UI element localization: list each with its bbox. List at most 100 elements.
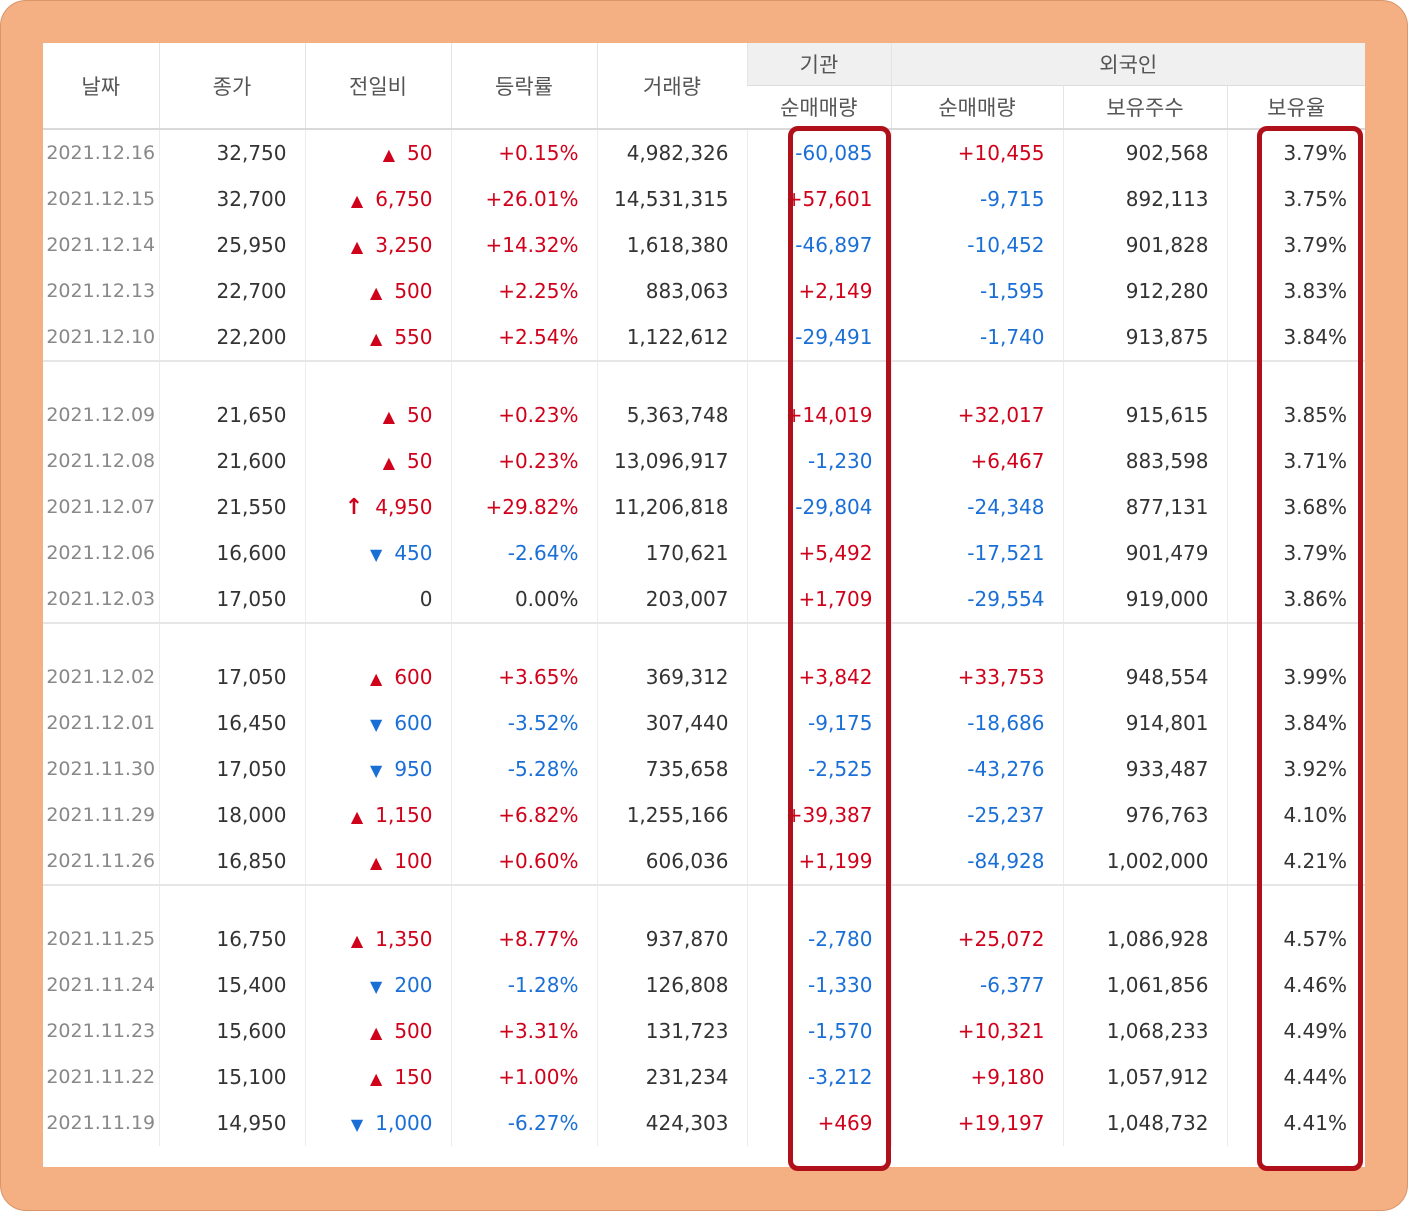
- table-row[interactable]: 2021.11.25 16,750 ▲ 1,350 +8.77% 937,870 -2,78…: [43, 916, 1365, 962]
- cell-date: 2021.11.19: [46, 1112, 156, 1134]
- table-row[interactable]: 2021.11.24 15,400 ▼ 200 -1.28% 126,808 -1,330-…: [43, 962, 1365, 1008]
- cell-rate: +2.25%: [450, 268, 597, 314]
- cell-foreign: -18,686: [890, 700, 1063, 746]
- cell-foreign: -6,377: [890, 962, 1063, 1008]
- cell-date: 2021.12.07: [46, 496, 156, 518]
- change-value: 600: [394, 665, 433, 689]
- cell-inst: +469: [746, 1100, 891, 1146]
- table-row[interactable]: 2021.11.19 14,950 ▼ 1,000 -6.27% 424,303 +469 +…: [43, 1100, 1365, 1146]
- table-row[interactable]: 2021.12.03 17,050 0 0.00% 203,007 +1,709 -29,5…: [43, 576, 1365, 624]
- cell-ratio: 4.41%: [1226, 1100, 1365, 1146]
- group-spacer: [43, 885, 1365, 916]
- table-row[interactable]: 2021.12.02 17,050 ▲ 600 +3.65% 369,312 +3,842 +…: [43, 654, 1365, 700]
- daily-trading-table: 날짜 종가 전일비 등락률 거래량 기관 외국인 순매매량 순매매량 보유주수 …: [43, 43, 1365, 1146]
- header-date[interactable]: 날짜: [43, 43, 159, 130]
- cell-hold: 1,061,856: [1062, 962, 1227, 1008]
- spacer-cell: [43, 885, 159, 916]
- cell-change: ▲ 50: [304, 438, 451, 484]
- table-row[interactable]: 2021.12.06 16,600 ▼ 450 -2.64% 170,621 +5,492-…: [43, 530, 1365, 576]
- spacer-cell: [890, 361, 1063, 392]
- cell-rate: +26.01%: [450, 176, 597, 222]
- cell-inst: -2,525: [746, 746, 891, 792]
- cell-change: ▲ 500: [304, 268, 451, 314]
- table-row[interactable]: 2021.12.08 21,600 ▲ 50 +0.23% 13,096,917 -1,23…: [43, 438, 1365, 484]
- up-triangle-icon: ▲: [382, 145, 396, 164]
- cell-rate: +6.82%: [450, 792, 597, 838]
- cell-rate: -1.28%: [450, 962, 597, 1008]
- table-row[interactable]: 2021.12.14 25,950 ▲ 3,250 +14.32% 1,618,380 -4…: [43, 222, 1365, 268]
- spacer-cell: [1226, 361, 1365, 392]
- cell-close: 32,750: [158, 129, 305, 176]
- table-row[interactable]: 2021.12.09 21,650 ▲ 50 +0.23% 5,363,748 +14,01…: [43, 392, 1365, 438]
- change-value: 500: [394, 279, 433, 303]
- cell-inst: -29,804: [746, 484, 891, 530]
- cell-foreign: +19,197: [890, 1100, 1063, 1146]
- cell-close: 16,750: [158, 916, 305, 962]
- spacer-cell: [1062, 361, 1227, 392]
- cell-hold: 912,280: [1062, 268, 1227, 314]
- cell-date: 2021.11.30: [46, 758, 156, 780]
- cell-rate: +0.60%: [450, 838, 597, 886]
- cell-foreign: +9,180: [890, 1054, 1063, 1100]
- up-triangle-icon: ▲: [382, 407, 396, 426]
- cell-date: 2021.12.06: [46, 542, 156, 564]
- spacer-cell: [450, 623, 597, 654]
- table-row[interactable]: 2021.12.10 22,200 ▲ 550 +2.54% 1,122,612 -29,4…: [43, 314, 1365, 362]
- table-row[interactable]: 2021.12.16 32,750 ▲ 50 +0.15% 4,982,326 -60,08…: [43, 129, 1365, 176]
- cell-volume: 13,096,917: [596, 438, 747, 484]
- cell-change: 0: [304, 576, 451, 624]
- header-hold-ratio[interactable]: 보유율: [1226, 85, 1365, 130]
- cell-rate: +29.82%: [450, 484, 597, 530]
- cell-inst: +39,387: [746, 792, 891, 838]
- table-row[interactable]: 2021.12.13 22,700 ▲ 500 +2.25% 883,063 +2,149-…: [43, 268, 1365, 314]
- table-row[interactable]: 2021.11.26 16,850 ▲ 100 +0.60% 606,036 +1,199-…: [43, 838, 1365, 886]
- table-row[interactable]: 2021.11.22 15,100 ▲ 150 +1.00% 231,234 -3,212 +…: [43, 1054, 1365, 1100]
- header-foreign-net[interactable]: 순매매량: [890, 85, 1063, 130]
- cell-ratio: 3.84%: [1226, 700, 1365, 746]
- cell-close: 15,600: [158, 1008, 305, 1054]
- cell-hold: 883,598: [1062, 438, 1227, 484]
- header-volume[interactable]: 거래량: [596, 43, 747, 130]
- cell-close: 21,650: [158, 392, 305, 438]
- cell-foreign: -29,554: [890, 576, 1063, 624]
- cell-volume: 203,007: [596, 576, 747, 624]
- change-value: 500: [394, 1019, 433, 1043]
- table-row[interactable]: 2021.11.30 17,050 ▼ 950 -5.28% 735,658 -2,525-…: [43, 746, 1365, 792]
- cell-hold: 901,828: [1062, 222, 1227, 268]
- header-institution-net[interactable]: 순매매량: [747, 85, 891, 130]
- down-triangle-icon: ▼: [370, 545, 383, 564]
- cell-close: 14,950: [158, 1100, 305, 1146]
- cell-hold: 877,131: [1062, 484, 1227, 530]
- change-value: 200: [394, 973, 433, 997]
- cell-volume: 131,723: [596, 1008, 747, 1054]
- header-holdings[interactable]: 보유주수: [1062, 85, 1227, 130]
- cell-foreign: -25,237: [890, 792, 1063, 838]
- cell-inst: -60,085: [746, 129, 891, 176]
- table-row[interactable]: 2021.12.01 16,450 ▼ 600 -3.52% 307,440 -9,175-…: [43, 700, 1365, 746]
- cell-close: 15,400: [158, 962, 305, 1008]
- cell-change: ▼ 950: [304, 746, 451, 792]
- table-row[interactable]: 2021.12.07 21,550 ↑ 4,950 +29.82% 11,206,818-…: [43, 484, 1365, 530]
- up-triangle-icon: ▲: [370, 1069, 383, 1088]
- cell-volume: 14,531,315: [596, 176, 747, 222]
- cell-hold: 1,048,732: [1062, 1100, 1227, 1146]
- cell-inst: +1,709: [746, 576, 891, 624]
- spacer-cell: [158, 885, 305, 916]
- change-value: 50: [407, 403, 433, 427]
- spacer-cell: [746, 361, 891, 392]
- table-row[interactable]: 2021.11.29 18,000 ▲ 1,150 +6.82% 1,255,166 +39…: [43, 792, 1365, 838]
- header-close[interactable]: 종가: [158, 43, 305, 130]
- table-row[interactable]: 2021.11.23 15,600 ▲ 500 +3.31% 131,723 -1,570 +…: [43, 1008, 1365, 1054]
- down-triangle-icon: ▼: [350, 1115, 364, 1134]
- spacer-cell: [43, 361, 159, 392]
- cell-close: 17,050: [158, 654, 305, 700]
- header-change[interactable]: 전일비: [304, 43, 451, 130]
- down-triangle-icon: ▼: [370, 715, 383, 734]
- cell-rate: 0.00%: [450, 576, 597, 624]
- cell-hold: 1,068,233: [1062, 1008, 1227, 1054]
- cell-inst: -46,897: [746, 222, 891, 268]
- header-rate[interactable]: 등락률: [450, 43, 597, 130]
- up-triangle-icon: ▲: [370, 1023, 383, 1042]
- table-row[interactable]: 2021.12.15 32,700 ▲ 6,750 +26.01% 14,531,315 +…: [43, 176, 1365, 222]
- down-triangle-icon: ▼: [370, 977, 383, 996]
